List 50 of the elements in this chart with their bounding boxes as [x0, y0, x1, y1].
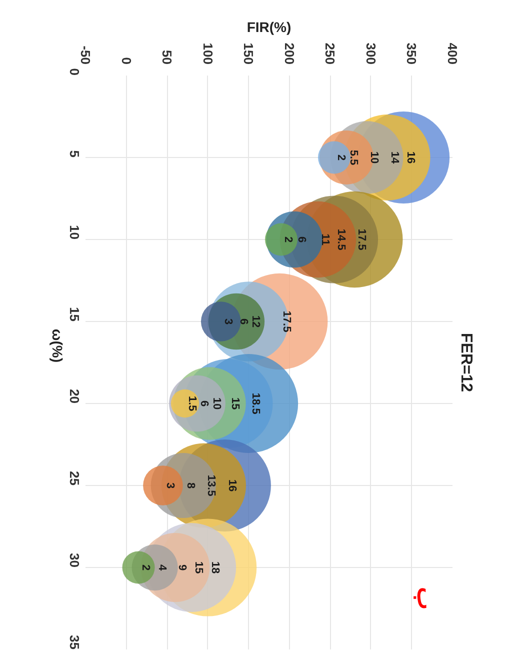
y-tick-label: 15	[67, 307, 82, 322]
data-label: 16	[226, 479, 238, 492]
data-label: 10	[210, 397, 222, 410]
y-axis-title: ω(%)	[50, 328, 66, 363]
data-label: 2	[335, 154, 348, 161]
data-label: 1.5	[186, 396, 198, 412]
data-label: 14	[388, 151, 400, 164]
annotation: ب	[412, 587, 439, 610]
x-tick-label: 250	[322, 42, 338, 65]
data-label: 6	[198, 400, 210, 407]
x-tick-label: 0	[118, 57, 134, 65]
y-tick-label: 25	[67, 471, 82, 486]
y-tick-label: 5	[67, 150, 82, 158]
data-label: 5.5	[347, 150, 360, 166]
data-label: 16	[404, 151, 417, 164]
y-tick-label: 30	[67, 553, 82, 568]
data-label: 8	[184, 482, 196, 489]
data-label: 3	[222, 318, 234, 325]
data-label: 13.5	[204, 474, 217, 496]
data-label: 18	[208, 561, 221, 574]
data-label: 9	[176, 564, 188, 571]
data-label: 17.5	[356, 228, 368, 250]
data-label: 4	[156, 564, 168, 572]
y-tick-label: 10	[67, 225, 82, 240]
data-label: 6	[295, 236, 308, 243]
data-label: 6	[237, 318, 250, 325]
x-tick-label: 50	[160, 50, 175, 65]
y-tick-label: 35	[67, 635, 82, 650]
data-label: 14.5	[335, 228, 348, 250]
x-tick-label: 100	[200, 42, 216, 65]
text: FER=12	[458, 332, 474, 392]
data-label: 10	[368, 151, 380, 164]
y-tick-label: 0	[67, 68, 82, 76]
data-label: 15	[192, 561, 205, 574]
data-label: 17.5	[280, 310, 293, 332]
data-label: 2	[140, 564, 152, 571]
x-axis-title: FIR(%)	[246, 18, 292, 35]
x-tick-label: -50	[78, 46, 93, 65]
y-tick-label: 20	[67, 389, 82, 404]
data-label: 3	[164, 482, 176, 489]
data-label: 12	[250, 315, 262, 328]
data-label: 2	[282, 236, 294, 243]
x-tick-label: 400	[445, 42, 460, 65]
data-label: 11	[318, 234, 331, 246]
data-label: 15	[229, 397, 242, 410]
x-tick-label: 150	[241, 42, 256, 65]
x-tick-label: 200	[282, 42, 297, 65]
x-tick-label: 300	[363, 42, 378, 65]
x-tick-label: 350	[404, 42, 420, 65]
data-label: 18.5	[250, 392, 262, 414]
